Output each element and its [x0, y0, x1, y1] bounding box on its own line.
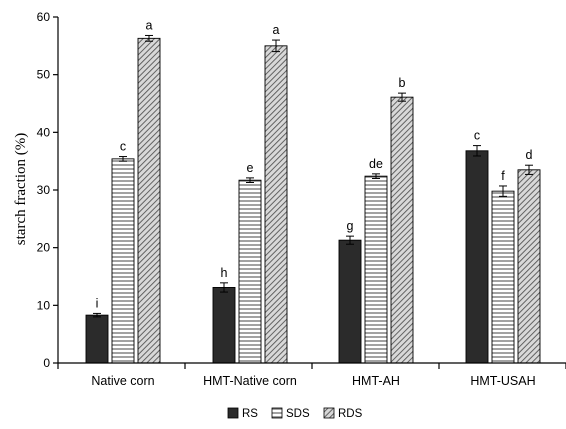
- bar-rs: [338, 239, 362, 364]
- significance-label: i: [96, 296, 99, 310]
- y-tick-label: 0: [43, 356, 50, 370]
- bar-sds: [491, 190, 515, 364]
- y-tick-label: 50: [37, 68, 51, 82]
- legend-label-rs: RS: [242, 408, 258, 420]
- legend-swatch-rds: [323, 407, 335, 419]
- bar-rds: [517, 169, 541, 364]
- significance-label: c: [474, 129, 480, 143]
- bar-rds: [390, 96, 414, 364]
- y-tick-label: 60: [37, 10, 51, 24]
- significance-label: b: [399, 76, 406, 90]
- significance-label: f: [501, 169, 505, 183]
- bar-rds: [137, 37, 161, 364]
- legend-swatch-sds: [271, 407, 283, 419]
- legend-label-sds: SDS: [286, 408, 310, 420]
- legend-swatch-rs: [227, 407, 239, 419]
- x-category-label: HMT-Native corn: [203, 374, 297, 388]
- significance-label: a: [273, 23, 280, 37]
- bar-rds: [264, 45, 288, 364]
- bar-rs: [212, 287, 236, 364]
- significance-label: c: [120, 140, 126, 154]
- significance-label: d: [526, 148, 533, 162]
- significance-label: de: [369, 157, 383, 171]
- y-axis-label: starch fraction (%): [13, 133, 29, 245]
- bar-rs: [85, 314, 109, 364]
- x-category-label: HMT-USAH: [470, 374, 535, 388]
- y-tick-label: 40: [37, 125, 51, 139]
- significance-label: g: [347, 219, 354, 233]
- legend-label-rds: RDS: [338, 408, 363, 420]
- y-tick-label: 20: [37, 241, 51, 255]
- x-category-label: HMT-AH: [352, 374, 400, 388]
- significance-label: a: [146, 18, 153, 32]
- bar-sds: [238, 179, 262, 364]
- bar-sds: [364, 175, 388, 364]
- significance-label: h: [221, 266, 228, 280]
- bar-rs: [465, 150, 489, 364]
- significance-label: e: [247, 161, 254, 175]
- y-tick-label: 10: [37, 298, 51, 312]
- x-category-label: Native corn: [91, 374, 154, 388]
- bar-sds: [111, 158, 135, 364]
- y-tick-label: 30: [37, 183, 51, 197]
